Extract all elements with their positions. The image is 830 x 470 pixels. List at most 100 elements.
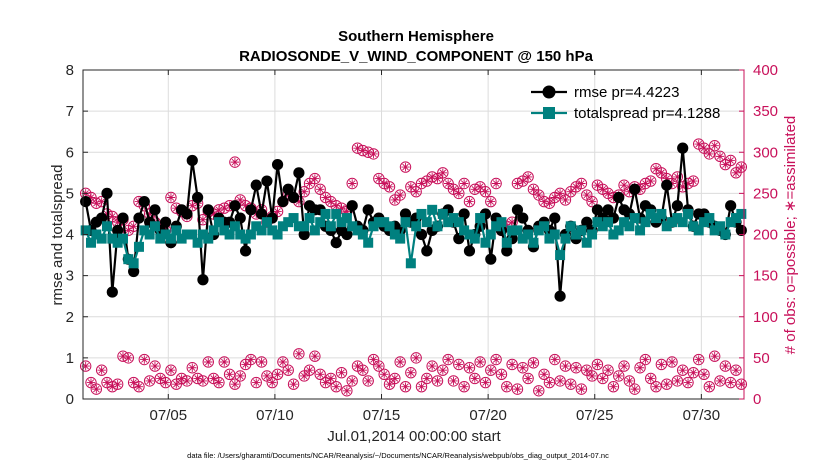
totalspread-point [304, 213, 315, 224]
obs-assimilated-marker [406, 368, 416, 377]
obs-assimilated-marker [577, 179, 586, 188]
y-right-tick-label: 150 [753, 268, 778, 285]
obs-assimilated-marker [236, 371, 245, 381]
totalspread-point [736, 208, 747, 219]
totalspread-point [80, 225, 91, 236]
totalspread-point [597, 221, 608, 232]
obs-assimilated-marker [721, 160, 730, 169]
rmse-point [501, 245, 513, 257]
obs-possible-marker [554, 375, 566, 387]
obs-possible-marker [218, 356, 230, 368]
obs-count-point [394, 356, 406, 368]
obs-possible-marker [682, 376, 694, 389]
obs-assimilated-marker [438, 168, 448, 178]
obs-assimilated-marker [262, 371, 272, 381]
obs-assimilated-marker [582, 366, 591, 375]
obs-count-point [159, 376, 172, 389]
obs-count-point [511, 383, 524, 395]
obs-assimilated-marker [300, 371, 309, 381]
obs-count-point [223, 368, 236, 381]
rmse-point [160, 216, 172, 228]
totalspread-point [613, 225, 624, 236]
obs-possible-marker [159, 376, 172, 389]
obs-count-point [671, 375, 684, 387]
obs-assimilated-marker [284, 366, 293, 375]
obs-count-point [341, 385, 353, 397]
obs-assimilated-marker [497, 370, 506, 379]
totalspread-point [219, 225, 230, 236]
obs-possible-marker [714, 150, 726, 163]
obs-possible-marker [314, 368, 326, 381]
rmse-point [101, 187, 113, 199]
obs-count-point [645, 372, 657, 385]
obs-assimilated-marker [657, 168, 666, 178]
obs-assimilated-marker [332, 201, 341, 210]
obs-count-point [250, 376, 262, 389]
obs-assimilated-marker [214, 378, 224, 387]
obs-possible-marker [421, 372, 433, 385]
obs-assimilated-marker [289, 379, 298, 389]
obs-count-point [277, 356, 289, 368]
obs-count-point [234, 370, 246, 382]
obs-possible-marker [186, 362, 198, 374]
obs-assimilated-marker [113, 379, 122, 389]
obs-possible-marker [559, 194, 572, 206]
obs-possible-marker [271, 368, 284, 381]
obs-assimilated-marker [385, 182, 394, 191]
totalspread-point [155, 233, 166, 244]
obs-assimilated-marker [577, 384, 586, 394]
obs-assimilated-marker [459, 179, 469, 188]
obs-assimilated-marker [625, 376, 634, 386]
obs-possible-marker [389, 372, 401, 385]
totalspread-point [677, 217, 688, 228]
y-right-tick-label: 200 [753, 227, 778, 244]
totalspread-point [384, 221, 395, 232]
obs-assimilated-marker [433, 376, 442, 386]
obs-assimilated-marker [166, 193, 176, 202]
legend: rmse pr=4.4223 totalspread pr=4.1288 [531, 84, 720, 122]
obs-count-point [229, 378, 241, 390]
totalspread-point [267, 225, 278, 236]
obs-count-point [602, 364, 614, 376]
obs-possible-marker [586, 195, 598, 208]
obs-count-point [266, 376, 278, 389]
obs-assimilated-marker [593, 180, 602, 190]
obs-count-point [469, 372, 481, 385]
obs-assimilated-marker [673, 376, 682, 386]
totalspread-point [496, 217, 507, 228]
obs-assimilated-marker [236, 195, 245, 205]
totalspread-point [91, 229, 102, 240]
obs-possible-marker [298, 186, 310, 198]
obs-count-point [661, 378, 673, 390]
obs-count-point [458, 380, 470, 393]
obs-assimilated-marker [678, 182, 687, 191]
obs-count-point [133, 380, 145, 393]
obs-count-point [703, 148, 716, 160]
obs-possible-marker [79, 360, 92, 372]
obs-assimilated-marker [683, 378, 693, 387]
x-tick-label: 07/25 [576, 407, 614, 424]
totalspread-point [261, 217, 272, 228]
obs-count-point [181, 375, 193, 387]
totalspread-point [101, 221, 112, 232]
totalspread-point [229, 221, 240, 232]
obs-count-point [415, 380, 428, 393]
y-right-tick-label: 350 [753, 103, 778, 120]
obs-count-point [95, 364, 108, 376]
obs-count-point [378, 368, 390, 381]
totalspread-point [656, 208, 667, 219]
obs-possible-marker [149, 360, 161, 372]
legend-totalspread-marker [543, 107, 555, 119]
rmse-point [671, 200, 683, 212]
obs-assimilated-marker [310, 174, 320, 183]
obs-assimilated-marker [379, 370, 389, 379]
obs-count-point [90, 383, 103, 395]
obs-possible-marker [501, 380, 513, 393]
obs-count-point [314, 368, 326, 381]
obs-assimilated-marker [417, 382, 426, 391]
obs-count-point [676, 364, 689, 376]
obs-count-point [426, 360, 438, 372]
rmse-point [80, 196, 92, 208]
obs-assimilated-marker [694, 355, 703, 364]
obs-assimilated-marker [507, 360, 517, 369]
